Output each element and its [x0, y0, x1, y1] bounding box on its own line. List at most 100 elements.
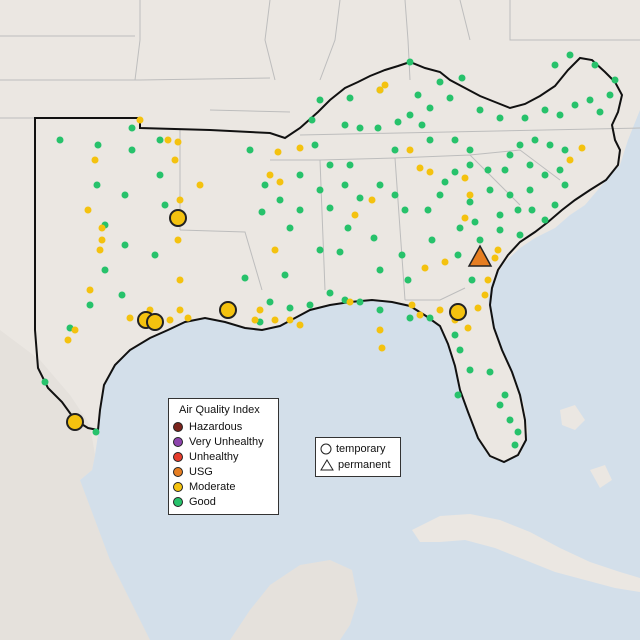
monitor-good-marker[interactable]	[406, 314, 414, 322]
monitor-good-marker[interactable]	[471, 218, 479, 226]
monitor-good-marker[interactable]	[394, 118, 402, 126]
monitor-good-marker[interactable]	[341, 121, 349, 129]
monitor-moderate-marker[interactable]	[376, 326, 384, 334]
monitor-good-marker[interactable]	[446, 94, 454, 102]
monitor-good-marker[interactable]	[94, 141, 102, 149]
monitor-moderate-marker[interactable]	[271, 316, 279, 324]
monitor-good-marker[interactable]	[571, 101, 579, 109]
monitor-moderate-marker[interactable]	[176, 196, 184, 204]
monitor-moderate-marker[interactable]	[176, 306, 184, 314]
temporary-monitor-moderate-marker[interactable]	[169, 209, 187, 227]
monitor-moderate-marker[interactable]	[436, 306, 444, 314]
monitor-good-marker[interactable]	[391, 146, 399, 154]
monitor-good-marker[interactable]	[128, 124, 136, 132]
temporary-monitor-moderate-marker[interactable]	[449, 303, 467, 321]
monitor-good-marker[interactable]	[398, 251, 406, 259]
monitor-good-marker[interactable]	[414, 91, 422, 99]
temporary-monitor-moderate-marker[interactable]	[146, 313, 164, 331]
monitor-good-marker[interactable]	[286, 224, 294, 232]
monitor-moderate-marker[interactable]	[416, 311, 424, 319]
monitor-moderate-marker[interactable]	[256, 306, 264, 314]
monitor-good-marker[interactable]	[118, 291, 126, 299]
monitor-good-marker[interactable]	[356, 124, 364, 132]
monitor-good-marker[interactable]	[451, 136, 459, 144]
monitor-moderate-marker[interactable]	[368, 196, 376, 204]
monitor-moderate-marker[interactable]	[566, 156, 574, 164]
monitor-moderate-marker[interactable]	[474, 304, 482, 312]
monitor-good-marker[interactable]	[326, 204, 334, 212]
monitor-good-marker[interactable]	[496, 211, 504, 219]
monitor-good-marker[interactable]	[86, 301, 94, 309]
monitor-moderate-marker[interactable]	[64, 336, 72, 344]
monitor-moderate-marker[interactable]	[184, 314, 192, 322]
monitor-good-marker[interactable]	[566, 51, 574, 59]
monitor-good-marker[interactable]	[561, 146, 569, 154]
monitor-moderate-marker[interactable]	[346, 298, 354, 306]
monitor-moderate-marker[interactable]	[136, 116, 144, 124]
monitor-good-marker[interactable]	[586, 96, 594, 104]
monitor-good-marker[interactable]	[466, 198, 474, 206]
monitor-moderate-marker[interactable]	[296, 321, 304, 329]
permanent-monitor-usg-marker[interactable]	[467, 244, 493, 267]
monitor-moderate-marker[interactable]	[578, 144, 586, 152]
monitor-good-marker[interactable]	[551, 61, 559, 69]
monitor-moderate-marker[interactable]	[351, 211, 359, 219]
monitor-good-marker[interactable]	[406, 111, 414, 119]
monitor-good-marker[interactable]	[391, 191, 399, 199]
monitor-moderate-marker[interactable]	[176, 276, 184, 284]
monitor-good-marker[interactable]	[466, 146, 474, 154]
monitor-good-marker[interactable]	[466, 366, 474, 374]
monitor-good-marker[interactable]	[511, 441, 519, 449]
monitor-good-marker[interactable]	[541, 216, 549, 224]
monitor-good-marker[interactable]	[426, 104, 434, 112]
monitor-good-marker[interactable]	[276, 196, 284, 204]
monitor-good-marker[interactable]	[311, 141, 319, 149]
monitor-good-marker[interactable]	[514, 428, 522, 436]
monitor-good-marker[interactable]	[556, 111, 564, 119]
monitor-moderate-marker[interactable]	[276, 178, 284, 186]
monitor-good-marker[interactable]	[596, 108, 604, 116]
monitor-good-marker[interactable]	[151, 251, 159, 259]
monitor-good-marker[interactable]	[484, 166, 492, 174]
monitor-good-marker[interactable]	[356, 298, 364, 306]
monitor-good-marker[interactable]	[506, 191, 514, 199]
monitor-good-marker[interactable]	[611, 76, 619, 84]
monitor-moderate-marker[interactable]	[296, 144, 304, 152]
monitor-moderate-marker[interactable]	[96, 246, 104, 254]
monitor-moderate-marker[interactable]	[166, 316, 174, 324]
monitor-good-marker[interactable]	[561, 181, 569, 189]
monitor-good-marker[interactable]	[531, 136, 539, 144]
monitor-good-marker[interactable]	[426, 314, 434, 322]
monitor-good-marker[interactable]	[306, 301, 314, 309]
temporary-monitor-moderate-marker[interactable]	[66, 413, 84, 431]
monitor-good-marker[interactable]	[128, 146, 136, 154]
monitor-good-marker[interactable]	[404, 276, 412, 284]
monitor-moderate-marker[interactable]	[494, 246, 502, 254]
monitor-moderate-marker[interactable]	[408, 301, 416, 309]
monitor-good-marker[interactable]	[428, 236, 436, 244]
monitor-good-marker[interactable]	[424, 206, 432, 214]
monitor-good-marker[interactable]	[476, 236, 484, 244]
monitor-good-marker[interactable]	[344, 224, 352, 232]
monitor-moderate-marker[interactable]	[71, 326, 79, 334]
monitor-good-marker[interactable]	[121, 241, 129, 249]
monitor-good-marker[interactable]	[156, 171, 164, 179]
monitor-good-marker[interactable]	[281, 271, 289, 279]
monitor-moderate-marker[interactable]	[91, 156, 99, 164]
monitor-good-marker[interactable]	[56, 136, 64, 144]
monitor-good-marker[interactable]	[468, 276, 476, 284]
monitor-good-marker[interactable]	[376, 306, 384, 314]
monitor-good-marker[interactable]	[308, 116, 316, 124]
monitor-moderate-marker[interactable]	[98, 236, 106, 244]
monitor-good-marker[interactable]	[451, 331, 459, 339]
monitor-good-marker[interactable]	[92, 428, 100, 436]
monitor-good-marker[interactable]	[346, 161, 354, 169]
monitor-good-marker[interactable]	[454, 391, 462, 399]
monitor-good-marker[interactable]	[506, 416, 514, 424]
monitor-moderate-marker[interactable]	[126, 314, 134, 322]
monitor-good-marker[interactable]	[456, 224, 464, 232]
monitor-good-marker[interactable]	[326, 289, 334, 297]
monitor-good-marker[interactable]	[41, 378, 49, 386]
monitor-good-marker[interactable]	[121, 191, 129, 199]
monitor-good-marker[interactable]	[441, 178, 449, 186]
